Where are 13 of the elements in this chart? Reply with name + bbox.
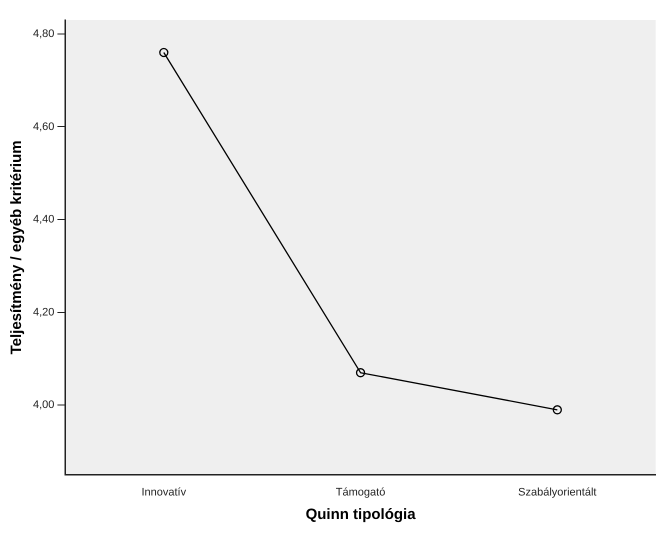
point <box>159 48 168 58</box>
y-tick-label: 4,80 <box>32 28 54 40</box>
x-tick-label: Innovatív <box>141 486 187 498</box>
point <box>552 405 562 414</box>
y-tick-label: 4,60 <box>32 120 54 133</box>
y-tick-label: 4,40 <box>32 214 54 226</box>
x-tick-label: Szabályorientált <box>518 486 596 498</box>
x-tick-label: Támogató <box>336 486 386 498</box>
x-axis-title: Quinn tipológia <box>306 506 416 524</box>
y-tick-label: 4,20 <box>32 306 54 318</box>
y-axis-title: Teljesítmény / egyéb kritérium <box>8 140 26 354</box>
y-tick-label: 4,00 <box>32 399 54 412</box>
point <box>356 368 366 378</box>
